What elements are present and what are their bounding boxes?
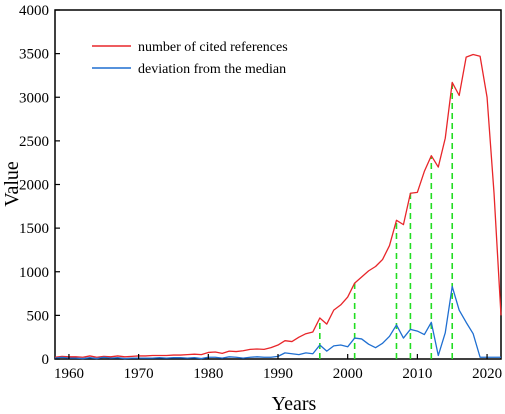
series-line-cited-references <box>54 53 502 358</box>
green-marker-lines <box>319 82 454 359</box>
y-tick-label: 500 <box>27 308 50 324</box>
legend: number of cited references deviation fro… <box>92 40 288 77</box>
y-tick-label: 3000 <box>19 90 49 106</box>
x-tick-label: 2010 <box>402 366 432 382</box>
series-lines <box>54 53 502 360</box>
y-tick-label: 4000 <box>19 3 49 19</box>
y-tick-label: 3500 <box>19 47 49 63</box>
x-tick-label: 1970 <box>124 366 154 382</box>
x-axis-ticks: 1960 1970 1980 1990 2000 2010 2020 <box>54 354 502 382</box>
y-tick-label: 2500 <box>19 134 49 150</box>
y-tick-label: 2000 <box>19 178 49 194</box>
y-tick-label: 0 <box>42 352 50 368</box>
x-tick-label: 1980 <box>193 366 223 382</box>
series-line-deviation-from-median <box>54 285 501 360</box>
x-tick-label: 2000 <box>333 366 363 382</box>
y-tick-label: 1000 <box>19 265 49 281</box>
x-tick-label: 2020 <box>472 366 502 382</box>
legend-label-deviation: deviation from the median <box>138 62 286 77</box>
legend-label-cited-references: number of cited references <box>138 40 288 55</box>
x-tick-label: 1960 <box>54 366 84 382</box>
y-axis-ticks: 0 500 1000 1500 2000 2500 3000 3500 4000 <box>19 3 60 368</box>
y-tick-label: 1500 <box>19 221 49 237</box>
y-axis-title: Value <box>1 161 23 207</box>
x-tick-label: 1990 <box>263 366 293 382</box>
x-axis-title: Years <box>272 393 317 414</box>
